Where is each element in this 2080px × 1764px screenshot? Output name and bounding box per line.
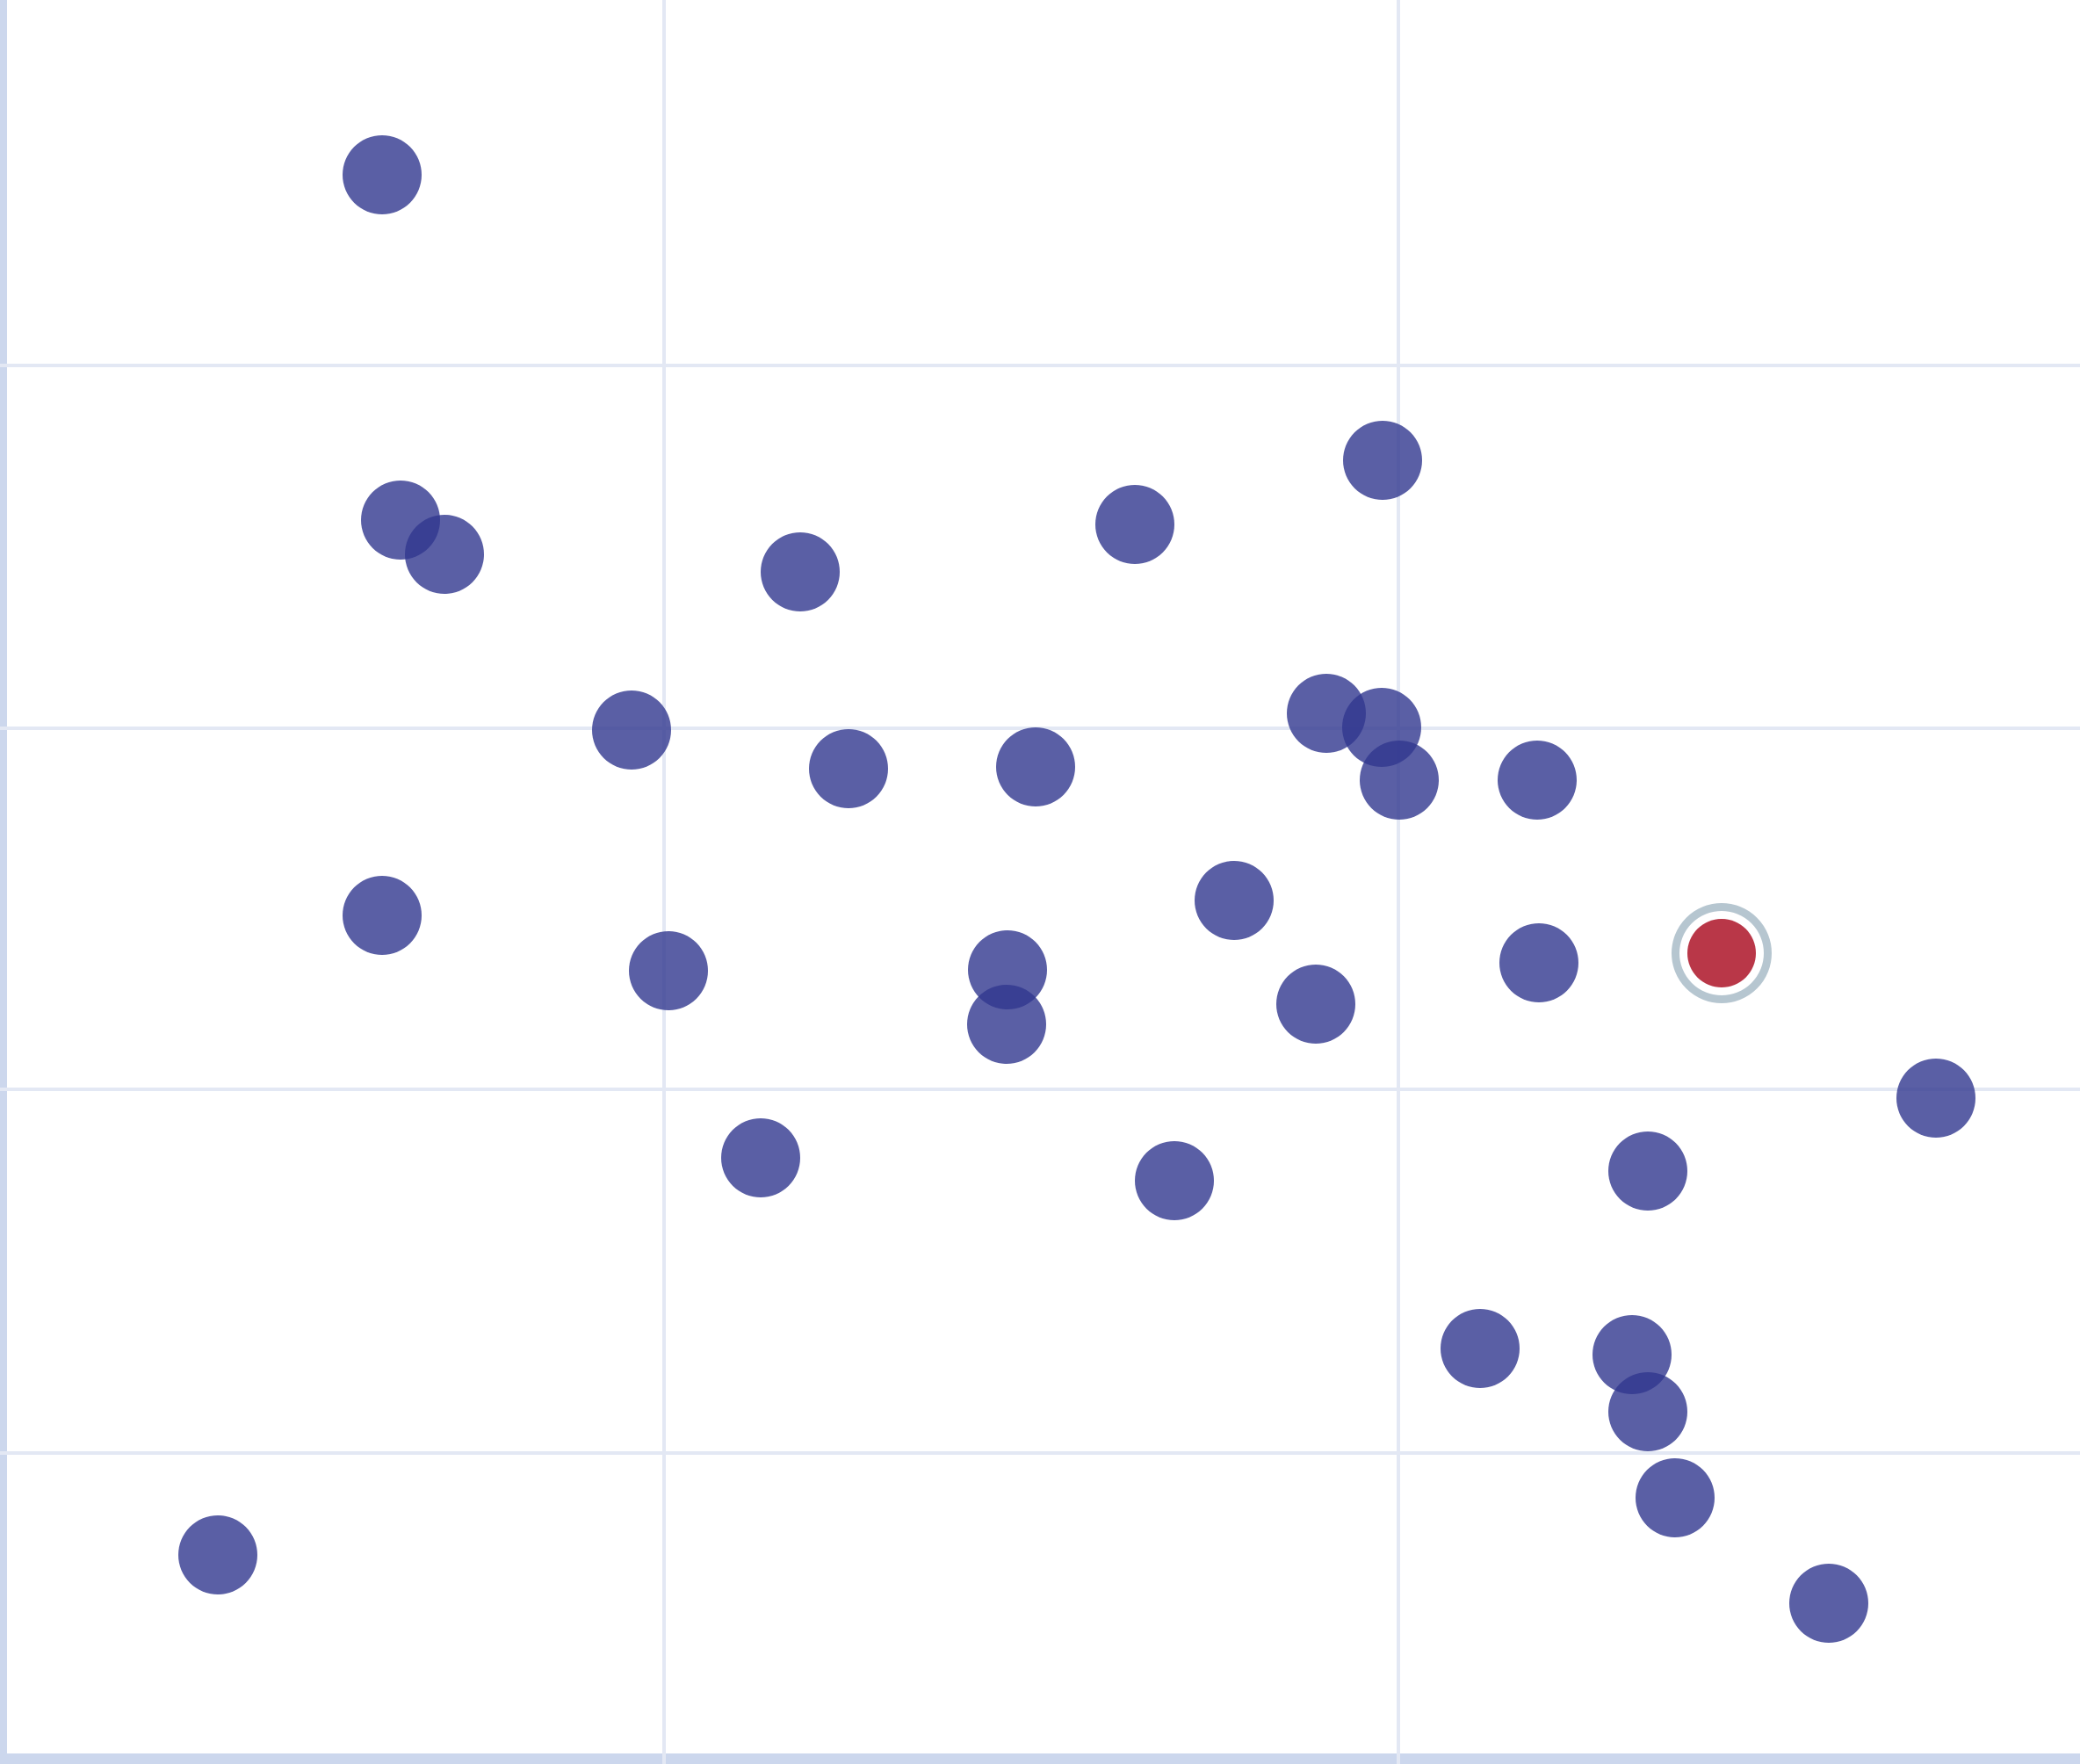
- scatter-point[interactable]: [178, 1515, 257, 1594]
- horizontal-gridline: [0, 364, 2080, 367]
- axis-domain-edge-bottom: [0, 1753, 2080, 1764]
- scatter-point[interactable]: [343, 876, 422, 955]
- vertical-gridline: [662, 0, 666, 1764]
- scatter-point[interactable]: [1608, 1131, 1687, 1211]
- vertical-gridline: [1397, 0, 1400, 1764]
- scatter-point[interactable]: [1276, 965, 1355, 1044]
- scatter-point[interactable]: [343, 135, 422, 214]
- scatter-point[interactable]: [809, 729, 888, 808]
- scatter-point[interactable]: [1789, 1564, 1868, 1643]
- scatter-point[interactable]: [1441, 1309, 1520, 1388]
- scatter-point-selected[interactable]: [1687, 919, 1756, 987]
- scatter-point[interactable]: [996, 727, 1075, 806]
- scatter-point[interactable]: [967, 985, 1046, 1064]
- scatter-point[interactable]: [721, 1118, 800, 1197]
- scatter-point[interactable]: [1135, 1141, 1214, 1220]
- scatter-point[interactable]: [1498, 741, 1577, 820]
- scatter-point[interactable]: [1360, 741, 1439, 820]
- scatter-point[interactable]: [405, 515, 484, 594]
- horizontal-gridline: [0, 1088, 2080, 1091]
- scatter-point[interactable]: [1636, 1458, 1715, 1537]
- scatter-point[interactable]: [1343, 421, 1422, 500]
- scatter-point[interactable]: [761, 532, 840, 611]
- scatter-point[interactable]: [629, 931, 708, 1010]
- scatter-point[interactable]: [1195, 861, 1274, 940]
- scatter-point[interactable]: [1499, 923, 1578, 1002]
- horizontal-gridline: [0, 1451, 2080, 1455]
- scatter-point[interactable]: [1608, 1372, 1687, 1451]
- selected-point-ring: [1672, 903, 1772, 1003]
- scatter-point[interactable]: [1095, 485, 1174, 564]
- axis-domain-edge-left: [0, 0, 7, 1764]
- scatter-point[interactable]: [592, 690, 671, 770]
- scatter-point[interactable]: [1896, 1059, 1975, 1138]
